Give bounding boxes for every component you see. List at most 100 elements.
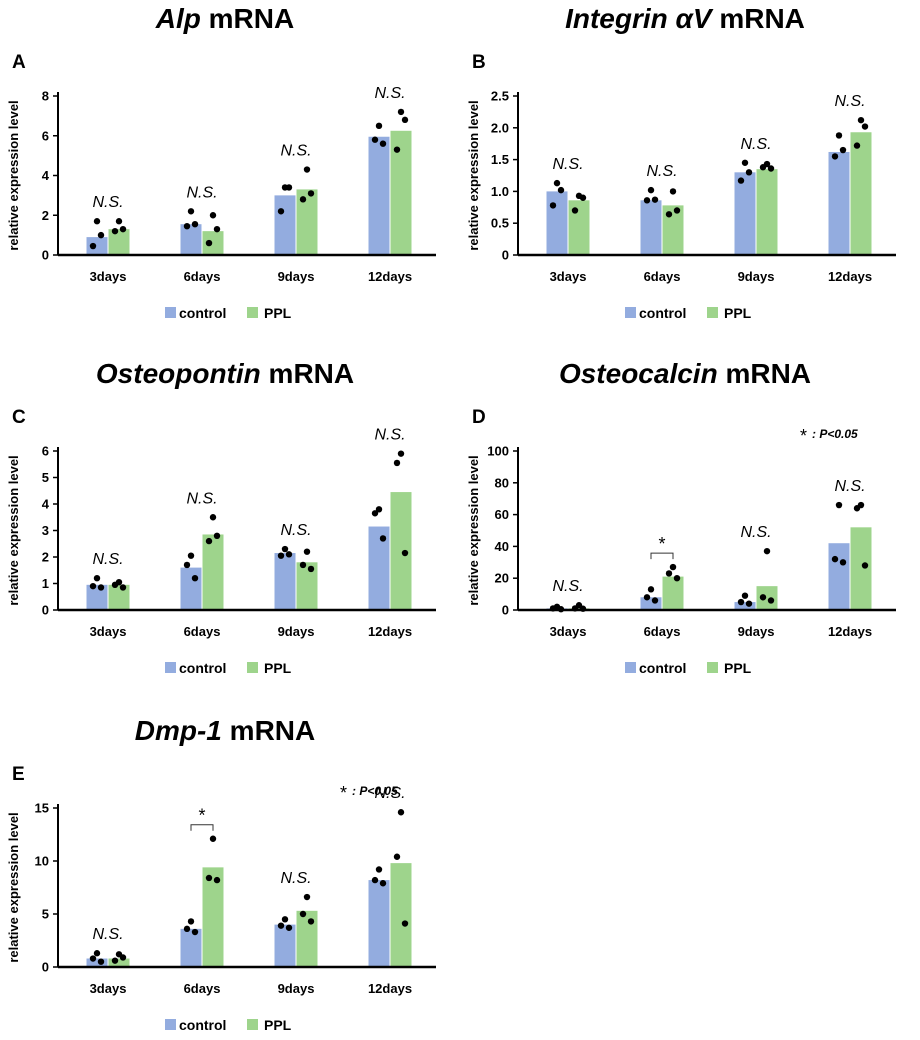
y-tick-label: 60 xyxy=(495,507,509,522)
data-point xyxy=(277,208,285,215)
bar-control-12days xyxy=(828,151,850,255)
chart-title-suffix: mRNA xyxy=(718,358,811,389)
y-axis-label: relative expression level xyxy=(6,100,21,250)
panel-letter: A xyxy=(12,52,26,73)
x-tick-label: 6days xyxy=(644,624,681,639)
chart-title-suffix: mRNA xyxy=(201,3,294,34)
significance-label: N.S. xyxy=(92,194,123,211)
note-star: * xyxy=(800,426,807,446)
data-point xyxy=(303,548,311,555)
bar-ppl-3days xyxy=(108,958,130,967)
significance-bracket xyxy=(190,824,214,831)
data-point xyxy=(89,582,97,590)
significance-label: N.S. xyxy=(280,143,311,160)
data-point xyxy=(281,545,289,553)
legend-swatch-control xyxy=(625,307,636,318)
data-point xyxy=(111,957,119,964)
x-tick-label: 9days xyxy=(278,981,315,996)
bar-ppl-9days xyxy=(296,910,318,967)
data-point xyxy=(835,132,843,139)
data-point xyxy=(853,505,861,512)
legend-swatch-control xyxy=(165,1019,176,1030)
significance-bracket xyxy=(650,552,674,560)
y-tick-label: 8 xyxy=(42,89,49,104)
data-point xyxy=(119,225,127,233)
data-point xyxy=(651,196,659,203)
data-point xyxy=(183,222,191,230)
y-axis-label: relative expression level xyxy=(6,455,21,605)
significance-label: N.S. xyxy=(552,156,583,173)
chart-title-suffix: mRNA xyxy=(261,358,354,389)
chart-title-suffix: mRNA xyxy=(222,715,315,746)
y-tick-label: 6 xyxy=(42,128,49,143)
significance-label: N.S. xyxy=(834,478,865,495)
legend-label-ppl: PPL xyxy=(724,305,752,321)
bar-ppl-12days xyxy=(850,527,872,610)
data-point xyxy=(375,122,383,130)
y-tick-label: 0 xyxy=(42,603,49,618)
y-tick-label: 2.0 xyxy=(491,120,509,135)
significance-label: N.S. xyxy=(374,427,405,444)
data-point xyxy=(371,136,379,143)
x-tick-label: 3days xyxy=(550,624,587,639)
data-point xyxy=(209,514,217,521)
bar-control-3days xyxy=(86,237,108,255)
y-axis-label: relative expression level xyxy=(466,100,481,250)
data-point xyxy=(285,924,293,931)
x-tick-label: 9days xyxy=(738,269,775,284)
y-tick-label: 6 xyxy=(42,444,49,459)
significance-label: N.S. xyxy=(280,870,311,887)
y-tick-label: 2 xyxy=(42,208,49,223)
bar-ppl-6days xyxy=(662,576,684,610)
y-tick-label: 5 xyxy=(42,907,49,922)
data-point xyxy=(861,123,869,130)
data-point xyxy=(191,928,199,936)
x-tick-label: 6days xyxy=(184,624,221,639)
chart-title: Integrin αV mRNA xyxy=(565,3,805,34)
data-point xyxy=(673,207,681,214)
data-point xyxy=(397,809,405,816)
significance-label: N.S. xyxy=(646,163,677,180)
y-tick-label: 40 xyxy=(495,539,509,554)
bar-ppl-12days xyxy=(850,132,872,255)
bar-ppl-6days xyxy=(202,231,224,255)
data-point xyxy=(857,116,865,124)
data-point xyxy=(281,916,289,923)
x-tick-label: 6days xyxy=(644,269,681,284)
data-point xyxy=(89,955,97,962)
legend-swatch-control xyxy=(165,307,176,318)
x-tick-label: 9days xyxy=(738,624,775,639)
data-point xyxy=(861,562,869,569)
data-point xyxy=(763,547,771,555)
bar-control-9days xyxy=(734,172,756,255)
note-star: * xyxy=(340,783,347,803)
y-tick-label: 2.5 xyxy=(491,89,509,104)
data-point xyxy=(119,954,127,961)
x-tick-label: 12days xyxy=(368,981,412,996)
y-tick-label: 5 xyxy=(42,470,49,485)
legend-swatch-ppl xyxy=(707,662,718,673)
data-point xyxy=(393,146,401,153)
data-point xyxy=(285,184,293,191)
y-tick-label: 0 xyxy=(502,603,509,618)
chart-title: Osteopontin mRNA xyxy=(96,358,354,389)
data-point xyxy=(307,918,315,925)
x-tick-label: 3days xyxy=(550,269,587,284)
bar-ppl-12days xyxy=(390,130,412,255)
y-tick-label: 0 xyxy=(42,960,49,975)
y-tick-label: 0.5 xyxy=(491,216,509,231)
data-point xyxy=(401,116,409,124)
data-point xyxy=(307,565,315,573)
x-tick-label: 6days xyxy=(184,981,221,996)
x-tick-label: 9days xyxy=(278,269,315,284)
y-tick-label: 1 xyxy=(42,576,49,591)
bar-control-3days xyxy=(86,584,108,610)
data-point xyxy=(371,876,379,884)
data-point xyxy=(277,922,285,929)
legend-swatch-ppl xyxy=(707,307,718,318)
legend-label-control: control xyxy=(639,660,686,676)
